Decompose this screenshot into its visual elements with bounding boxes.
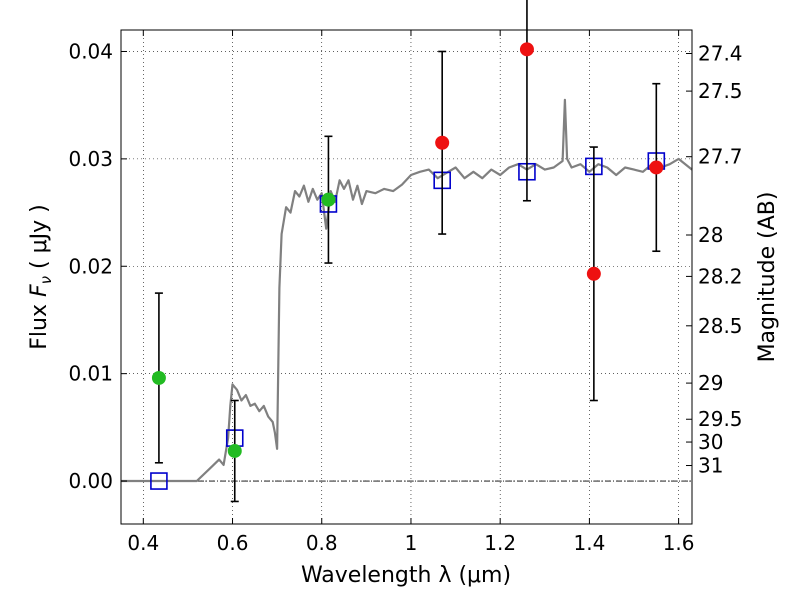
- nir-observed-point: [649, 160, 664, 175]
- x-tick-label: 0.4: [127, 531, 159, 555]
- x-tick-label: 0.8: [306, 531, 338, 555]
- x-axis-label: Wavelength λ (μm): [301, 563, 511, 588]
- x-tick-label: 0.6: [217, 531, 249, 555]
- y-tick-label: 0.02: [68, 254, 113, 278]
- mag-tick-label: 27.5: [698, 79, 743, 103]
- y-axis-label-symbol: F: [27, 284, 52, 297]
- x-tick-label: 1.2: [484, 531, 516, 555]
- axes: 0.4 0.6 0.8 1 1.2 1.4 1.6 0.00 0.01 0.02 0.03 0.04 2…: [68, 30, 743, 555]
- mag-tick-label: 29.5: [698, 407, 743, 431]
- x-tick-label: 1.6: [663, 531, 695, 555]
- plot-frame: [120, 29, 693, 525]
- mag-tick-label: 27.7: [698, 145, 743, 169]
- mag-tick-label: 29: [698, 371, 723, 395]
- mag-tick-label: 28.5: [698, 314, 743, 338]
- y-axis-label-subscript: ν: [37, 276, 55, 284]
- model-photometry-point: [150, 472, 168, 490]
- model-sed-line: [121, 98, 693, 483]
- nir-observed-point: [435, 135, 450, 150]
- optical-observed-point: [151, 370, 166, 385]
- mag-tick-label: 28.2: [698, 264, 743, 288]
- nir-observed-point: [519, 42, 534, 57]
- y-tick-label: 0.00: [68, 469, 113, 493]
- y-tick-label: 0.03: [68, 147, 113, 171]
- y-axis-label: Flux Fν ( μJy ): [27, 204, 55, 349]
- optical-observed-point: [321, 192, 336, 207]
- mag-tick-label: 28: [698, 223, 723, 247]
- x-tick-label: 1.4: [573, 531, 605, 555]
- right-axis-label: Magnitude (AB): [755, 192, 780, 363]
- mag-tick-label: 31: [698, 454, 723, 478]
- nir-observed-point: [586, 266, 601, 281]
- plot-area: [121, 0, 693, 503]
- y-axis-label-units: ( μJy ): [27, 204, 52, 276]
- mag-tick-label: 30: [698, 430, 723, 454]
- optical-observed-point: [227, 443, 242, 458]
- y-axis-label-prefix: Flux: [27, 297, 52, 350]
- x-tick-label: 1: [405, 531, 418, 555]
- mag-tick-label: 27.4: [698, 41, 743, 65]
- y-tick-label: 0.01: [68, 362, 113, 386]
- y-tick-label: 0.04: [68, 39, 113, 63]
